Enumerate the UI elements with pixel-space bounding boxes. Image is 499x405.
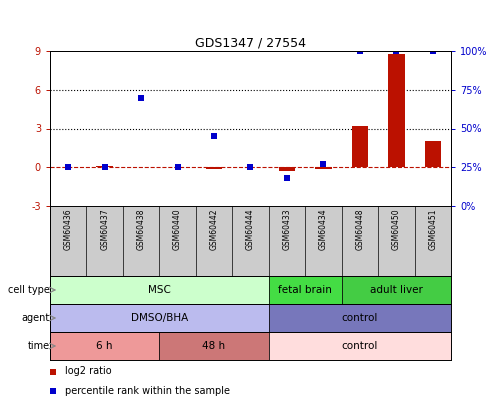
Text: DMSO/BHA: DMSO/BHA xyxy=(131,313,188,323)
Point xyxy=(64,164,72,171)
Text: percentile rank within the sample: percentile rank within the sample xyxy=(65,386,231,396)
Text: MSC: MSC xyxy=(148,285,171,295)
Text: GSM60433: GSM60433 xyxy=(282,208,291,250)
Text: GSM60436: GSM60436 xyxy=(64,208,73,250)
Point xyxy=(210,133,218,139)
Bar xyxy=(206,167,222,169)
Bar xyxy=(50,332,159,360)
Bar xyxy=(50,304,269,332)
Text: GSM60438: GSM60438 xyxy=(137,208,146,249)
Point xyxy=(101,164,109,171)
Point xyxy=(137,94,145,101)
Bar xyxy=(315,167,332,169)
Text: adult liver: adult liver xyxy=(370,285,423,295)
Text: control: control xyxy=(342,313,378,323)
Bar xyxy=(342,276,451,304)
Bar xyxy=(279,167,295,171)
Bar xyxy=(425,141,441,167)
Point xyxy=(283,175,291,181)
Bar xyxy=(269,276,342,304)
Point xyxy=(356,48,364,54)
Text: fetal brain: fetal brain xyxy=(278,285,332,295)
Point xyxy=(49,387,57,394)
Text: GSM60451: GSM60451 xyxy=(428,208,437,249)
Point xyxy=(49,368,57,375)
Text: GSM60450: GSM60450 xyxy=(392,208,401,250)
Bar xyxy=(269,332,451,360)
Point xyxy=(247,164,254,171)
Text: cell type: cell type xyxy=(8,285,50,295)
Point xyxy=(429,48,437,54)
Text: log2 ratio: log2 ratio xyxy=(65,367,112,377)
Bar xyxy=(352,126,368,167)
Text: GSM60444: GSM60444 xyxy=(246,208,255,250)
Text: 48 h: 48 h xyxy=(203,341,226,351)
Title: GDS1347 / 27554: GDS1347 / 27554 xyxy=(195,37,306,50)
Point xyxy=(319,161,327,167)
Bar xyxy=(159,332,269,360)
Bar xyxy=(50,276,269,304)
Text: agent: agent xyxy=(22,313,50,323)
Bar xyxy=(388,53,405,167)
Bar xyxy=(96,166,113,167)
Bar xyxy=(269,304,451,332)
Text: time: time xyxy=(28,341,50,351)
Text: control: control xyxy=(342,341,378,351)
Text: GSM60442: GSM60442 xyxy=(210,208,219,249)
Text: GSM60448: GSM60448 xyxy=(355,208,364,249)
Point xyxy=(392,48,400,54)
Text: GSM60437: GSM60437 xyxy=(100,208,109,250)
Text: GSM60440: GSM60440 xyxy=(173,208,182,250)
Point xyxy=(174,164,182,171)
Text: 6 h: 6 h xyxy=(96,341,113,351)
Text: GSM60434: GSM60434 xyxy=(319,208,328,250)
